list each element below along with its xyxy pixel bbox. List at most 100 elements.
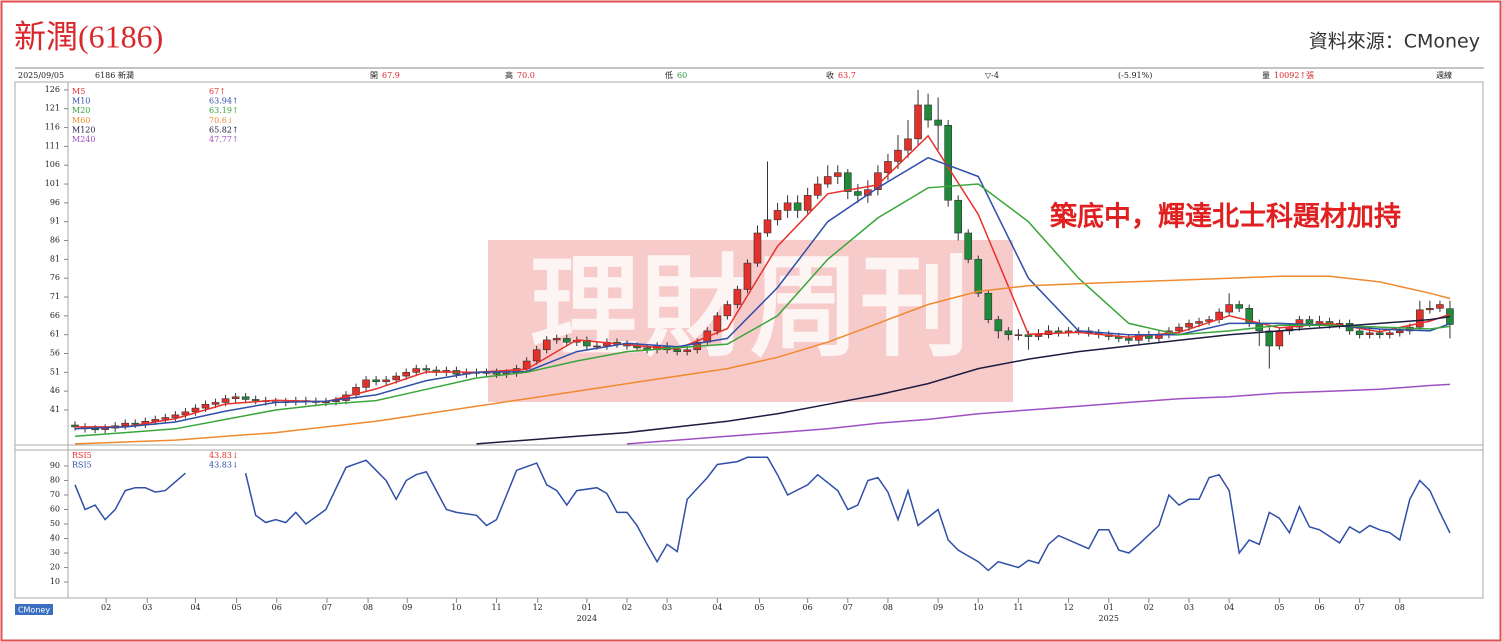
line-series <box>244 456 1451 572</box>
candle-body <box>422 368 431 371</box>
y-tick-label: 70 <box>50 490 60 499</box>
candle-body <box>1395 330 1404 334</box>
candle-body <box>532 349 541 362</box>
legend-value: 63.19↑ <box>209 106 239 115</box>
candle-body <box>161 417 170 420</box>
candle-body <box>593 345 601 348</box>
candle-body <box>131 422 140 425</box>
line-series <box>476 315 1451 445</box>
x-tick-label: 11 <box>491 603 501 612</box>
info-label: 2025/09/05 <box>18 71 64 80</box>
y-tick-label: 20 <box>50 563 60 572</box>
y-tick-label: 86 <box>50 236 60 245</box>
y-tick-label: 41 <box>50 405 60 414</box>
line-series <box>74 275 1451 445</box>
year-label: 2024 <box>577 614 597 623</box>
candle-body <box>1034 334 1043 337</box>
year-label: 2025 <box>1099 614 1119 623</box>
x-tick-label: 06 <box>1314 603 1324 612</box>
legend-value: 65.82↑ <box>209 125 239 134</box>
candle-body <box>221 398 230 403</box>
x-tick-label: 04 <box>190 603 200 612</box>
candle-body <box>1436 304 1444 309</box>
x-tick-label: 11 <box>1013 603 1023 612</box>
panel-frame <box>14 81 1484 599</box>
candle-body <box>904 138 912 151</box>
x-tick-label: 08 <box>363 603 373 612</box>
x-tick-label: 08 <box>1395 603 1405 612</box>
x-tick-label: 03 <box>1184 603 1194 612</box>
x-tick-label: 07 <box>322 603 332 612</box>
title: 新潤(6186) <box>14 18 163 54</box>
candle-body <box>713 315 722 332</box>
info-label: 低 <box>665 70 673 80</box>
candle-body <box>753 232 762 264</box>
candle-body <box>984 292 993 320</box>
info-value: 70.0 <box>517 71 535 80</box>
legend-name: M10 <box>72 97 90 106</box>
candle-body <box>542 339 551 351</box>
x-tick-label: 06 <box>272 603 282 612</box>
line-series <box>626 383 1451 445</box>
legend-value: 70.6↓ <box>209 116 234 125</box>
legend-name: M5 <box>72 87 85 96</box>
info-label: ▽-4 <box>985 71 999 80</box>
candle-body <box>1416 309 1424 328</box>
candle-body <box>813 183 822 196</box>
candle-body <box>1225 304 1233 313</box>
annotation: 築底中，輝達北士科題材加持 <box>1049 201 1401 233</box>
candle-body <box>1125 338 1133 341</box>
candle-body <box>994 319 1003 332</box>
candle-body <box>412 368 421 373</box>
candle-body <box>231 396 240 399</box>
y-tick-label: 116 <box>45 123 60 132</box>
candle-body <box>211 402 220 405</box>
x-tick-label: 02 <box>101 603 111 612</box>
candle-body <box>402 372 411 377</box>
candle-body <box>974 259 983 294</box>
candle-body <box>241 396 250 400</box>
y-tick-label: 76 <box>50 273 60 282</box>
source: 資料來源：CMoney <box>1309 31 1480 53</box>
badge-box <box>15 604 53 615</box>
x-tick-label: 10 <box>451 603 461 612</box>
candle-body <box>673 349 681 352</box>
line-series <box>74 183 1451 438</box>
candle-body <box>392 375 400 381</box>
info-label: 6186 新潤 <box>95 70 134 80</box>
info-label: (-5.91%) <box>1118 71 1152 80</box>
candle-body <box>723 304 732 317</box>
candle-body <box>934 119 942 126</box>
info-label: 週線 <box>1436 70 1452 80</box>
y-tick-label: 46 <box>50 386 60 395</box>
candle-body <box>793 202 802 211</box>
candle-body <box>201 404 210 409</box>
candle-body <box>894 149 902 162</box>
y-tick-label: 51 <box>50 367 60 376</box>
candle-body <box>733 289 742 305</box>
candle-body <box>562 338 571 343</box>
legend-name: RSI5 <box>72 451 92 460</box>
candle-body <box>121 422 130 427</box>
x-tick-label: 05 <box>232 603 242 612</box>
info-label: 高 <box>505 70 513 80</box>
line-series <box>74 472 186 521</box>
candle-body <box>1185 323 1193 328</box>
candle-body <box>1365 332 1374 335</box>
x-tick-label: 12 <box>533 603 543 612</box>
y-tick-label: 56 <box>50 348 60 357</box>
candle-body <box>1315 321 1324 324</box>
y-tick-label: 96 <box>50 198 60 207</box>
candle-body <box>954 199 962 234</box>
candle-body <box>1014 334 1023 336</box>
x-tick-label: 05 <box>1274 603 1284 612</box>
legend-value: 67↑ <box>209 87 226 96</box>
candle-body <box>552 338 561 341</box>
candle-body <box>171 414 180 418</box>
candle-body <box>1305 319 1314 324</box>
candle-body <box>773 210 782 221</box>
y-tick-label: 91 <box>50 217 60 226</box>
candle-body <box>964 232 973 260</box>
x-tick-label: 04 <box>712 603 722 612</box>
